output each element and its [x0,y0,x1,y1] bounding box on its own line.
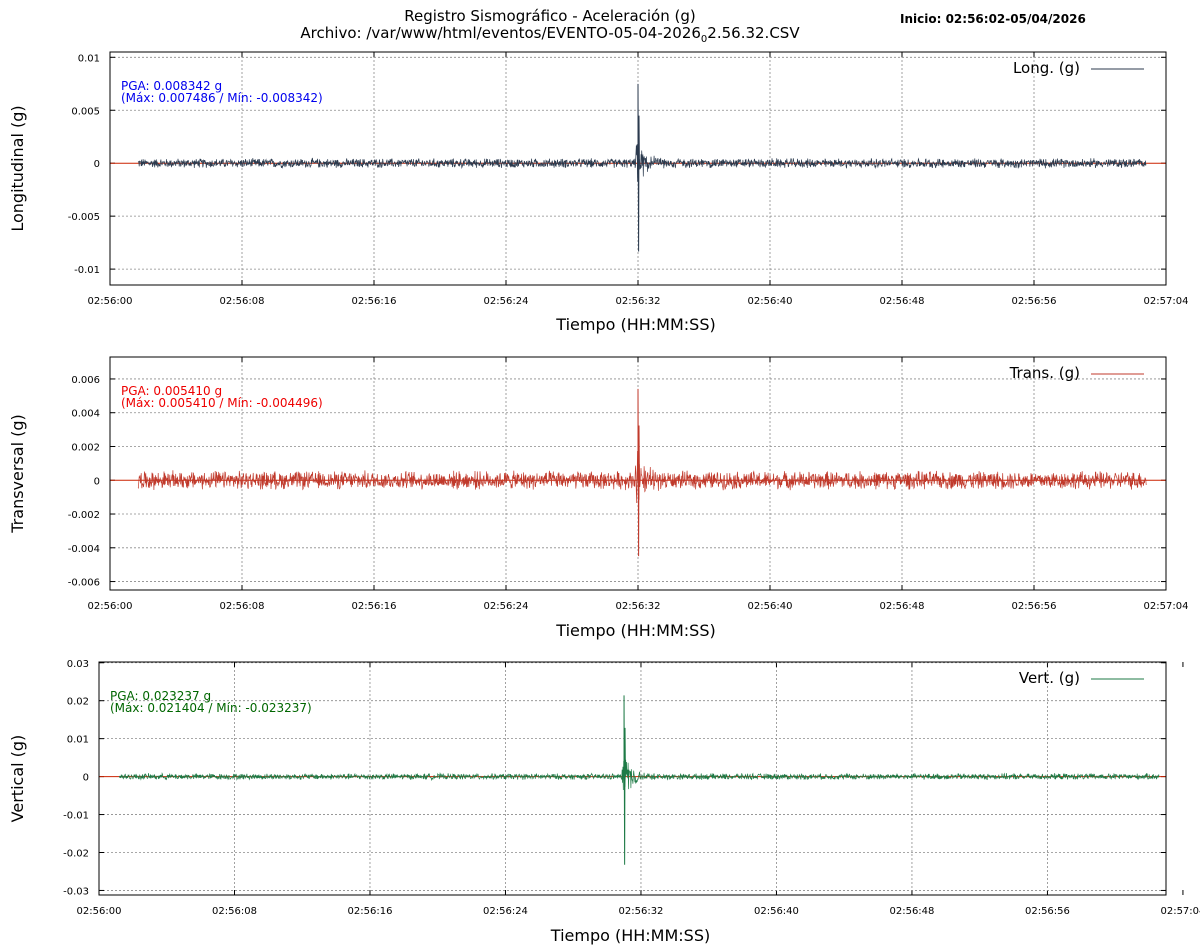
signal-trace [118,759,1160,791]
x-tick-label: 02:56:48 [889,906,934,917]
signal-peak [637,388,640,557]
y-tick-label: 0.02 [67,697,89,708]
y-tick-label: -0.01 [74,265,100,276]
x-tick-label: 02:56:00 [88,601,133,612]
y-tick-label: 0.01 [67,735,89,746]
file-path: Archivo: /var/www/html/eventos/EVENTO-05… [300,24,701,42]
x-tick-label: 02:56:40 [748,296,793,307]
y-axis-label: Longitudinal (g) [8,105,27,231]
x-tick-label: 02:57:04 [1144,296,1189,307]
max-min-annotation: (Máx: 0.007486 / Mín: -0.008342) [121,91,323,105]
y-tick-label: 0.002 [71,442,100,453]
plot-frame [109,51,1167,286]
y-tick-label: -0.03 [63,886,89,897]
x-tick-label: 02:56:32 [616,601,661,612]
y-tick-label: 0 [83,773,89,784]
signal-peak [637,83,640,252]
y-axis-label: Vertical (g) [8,735,27,823]
x-tick-label: 02:56:48 [880,601,925,612]
y-tick-label: 0.006 [71,375,100,386]
x-tick-label: 02:56:08 [220,601,265,612]
y-tick-label: -0.01 [63,811,89,822]
x-tick-label: 02:56:24 [484,296,529,307]
y-tick-label: 0.005 [71,106,100,117]
x-tick-label: 02:56:40 [748,601,793,612]
file-path-tail: 2.56.32.CSV [707,24,800,42]
x-axis-label: Tiempo (HH:MM:SS) [555,621,715,640]
signal-peak [623,695,626,865]
x-tick-label: 02:56:00 [88,296,133,307]
x-tick-label: 02:56:32 [619,906,664,917]
x-tick-label: 02:57:04 [1144,601,1189,612]
x-tick-label: 02:56:48 [880,296,925,307]
y-tick-label: 0.03 [67,659,89,670]
legend-label: Long. (g) [1013,59,1080,77]
plot-frame [109,356,1167,591]
y-tick-label: -0.002 [68,510,100,521]
legend-label: Trans. (g) [1009,364,1080,382]
x-tick-label: 02:56:24 [484,601,529,612]
file-path-subscript: 0 [700,34,708,45]
max-min-annotation: (Máx: 0.005410 / Mín: -0.004496) [121,396,323,410]
x-axis-label: Tiempo (HH:MM:SS) [550,926,710,945]
x-tick-label: 02:56:16 [348,906,393,917]
x-tick-label: 02:56:00 [77,906,122,917]
y-axis-label: Transversal (g) [8,414,27,533]
x-tick-label: 02:56:08 [220,296,265,307]
y-tick-label: 0.01 [78,53,100,64]
y-tick-label: -0.004 [68,544,100,555]
pga-annotation: PGA: 0.008342 g [121,79,222,93]
x-tick-label: 02:56:08 [212,906,257,917]
x-tick-label: 02:56:40 [754,906,799,917]
x-tick-label: 02:57:04 [1160,906,1200,917]
x-tick-label: 02:56:16 [352,296,397,307]
y-tick-label: -0.005 [68,212,100,223]
x-tick-label: 02:56:56 [1012,296,1057,307]
chart-panel-3: 02:56:00 02:56:08 02:56:16 02:56:24 02:56:32… [8,659,1200,945]
y-tick-label: 0 [94,476,100,487]
max-min-annotation: (Máx: 0.021404 / Mín: -0.023237) [110,701,312,715]
chart-panel-1: 02:56:00 02:56:08 02:56:16 02:56:24 02:56:32… [8,51,1189,334]
chart-title: Registro Sismográfico - Aceleración (g) [404,7,696,25]
chart-file-title: Archivo: /var/www/html/eventos/EVENTO-05… [0,24,1150,45]
y-tick-label: 0 [94,159,100,170]
y-tick-label: -0.006 [68,578,100,589]
x-tick-label: 02:56:16 [352,601,397,612]
y-tick-label: 0.004 [71,409,100,420]
signal-trace [137,144,1147,182]
x-tick-label: 02:56:24 [483,906,528,917]
x-axis-label: Tiempo (HH:MM:SS) [555,315,715,334]
x-tick-label: 02:56:32 [616,296,661,307]
pga-annotation: PGA: 0.023237 g [110,689,211,703]
signal-trace [137,450,1147,504]
x-tick-label: 02:56:56 [1012,601,1057,612]
start-time-label: Inicio: 02:56:02-05/04/2026 [900,12,1086,26]
chart-panel-2: 02:56:00 02:56:08 02:56:16 02:56:24 02:56:32… [8,356,1189,640]
plot-frame [98,661,1167,896]
x-tick-label: 02:56:56 [1025,906,1070,917]
legend-label: Vert. (g) [1019,669,1080,687]
pga-annotation: PGA: 0.005410 g [121,384,222,398]
y-tick-label: -0.02 [63,848,89,859]
